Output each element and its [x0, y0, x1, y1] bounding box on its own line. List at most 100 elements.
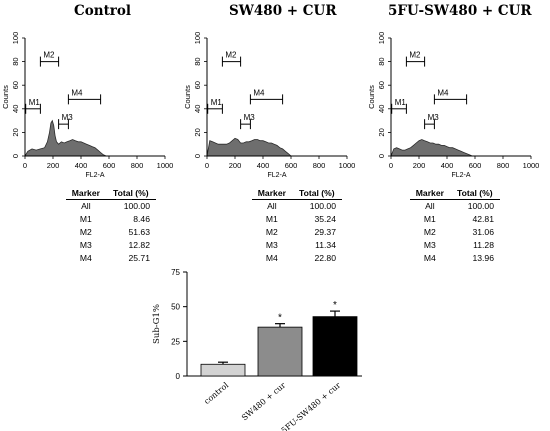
x-tick-label: 400 — [75, 161, 88, 170]
marker-label-m3: M3 — [62, 113, 74, 122]
table-row: M3 11.34 — [252, 239, 342, 252]
histogram-control: 0 200 400 600 800 1000 0 20 40 60 80 100 FL2-A Counts… — [1, 32, 174, 179]
histogram-fill — [24, 119, 107, 157]
table-header-marker: Marker — [252, 188, 292, 200]
table-cell: 12.82 — [128, 240, 150, 250]
x-tick-label: 1000 — [157, 161, 174, 170]
table-row: M2 51.63 — [66, 226, 156, 239]
histogram-sw480-cur: 0 200 400 600 800 1000 0 20 40 60 80 100 FL2-A Counts… — [183, 32, 356, 179]
marker-label-m4: M4 — [253, 88, 265, 97]
marker-label-m3: M3 — [428, 113, 440, 122]
x-tick-label: 400 — [257, 161, 270, 170]
table-cell: 25.71 — [128, 253, 150, 263]
y-tick-label: 40 — [193, 105, 202, 113]
table-row: All 100.00 — [252, 200, 342, 214]
table-header-marker: Marker — [410, 188, 450, 200]
table-cell: M4 — [423, 253, 436, 263]
marker-label-m1: M1 — [29, 98, 41, 107]
table-cell: 42.81 — [472, 214, 494, 224]
table-cell: M3 — [265, 240, 278, 250]
histogram-5fu-sw480-cur: 0 200 400 600 800 1000 0 20 40 60 80 100 FL2-A Counts… — [367, 32, 540, 179]
marker-label-m1: M1 — [395, 98, 407, 107]
marker-label-m1: M1 — [211, 98, 223, 107]
table-cell: 22.80 — [314, 253, 336, 263]
marker-label-m3: M3 — [244, 113, 256, 122]
marker-table-sw480-cur: Marker Total (%) All 100.00 M1 35.24 M2 29.… — [252, 188, 342, 265]
table-cell: M1 — [265, 214, 278, 224]
panel-title-control: Control — [74, 3, 132, 19]
bar-y-tick-label: 75 — [171, 268, 180, 277]
y-tick-label: 80 — [11, 57, 20, 65]
table-cell: 31.06 — [472, 227, 494, 237]
table-row: M4 13.96 — [410, 252, 500, 265]
table-cell: 29.37 — [314, 227, 336, 237]
table-cell: M3 — [79, 240, 92, 250]
bar-category-label: SW480 + cur — [240, 381, 287, 423]
bar-category-label: control — [202, 380, 230, 406]
y-tick-label: 80 — [377, 57, 386, 65]
marker-label-m2: M2 — [225, 51, 237, 60]
y-axis-label: Counts — [1, 85, 10, 109]
table-cell: 11.34 — [315, 240, 336, 250]
x-tick-label: 0 — [389, 161, 393, 170]
marker-label-m2: M2 — [409, 51, 421, 60]
significance-star: * — [278, 313, 282, 324]
x-tick-label: 0 — [205, 161, 209, 170]
table-cell: 100.00 — [309, 201, 336, 211]
y-tick-label: 60 — [11, 81, 20, 89]
table-row: M1 35.24 — [252, 213, 342, 226]
x-tick-label: 600 — [103, 161, 116, 170]
x-tick-label: 1000 — [523, 161, 540, 170]
y-tick-label: 100 — [193, 32, 202, 45]
bar-category-label: 5FU-SW480 + cur — [280, 381, 343, 431]
table-cell: 51.63 — [128, 227, 150, 237]
table-row: All 100.00 — [66, 200, 156, 214]
y-tick-label: 40 — [11, 105, 20, 113]
x-tick-label: 800 — [497, 161, 510, 170]
x-tick-label: 600 — [469, 161, 482, 170]
bar-y-axis-label: Sub-G1% — [152, 304, 162, 344]
panel-title-sw480-cur: SW480 + CUR — [229, 3, 337, 19]
x-tick-label: 1000 — [339, 161, 356, 170]
table-row: M2 29.37 — [252, 226, 342, 239]
table-row: All 100.00 — [410, 200, 500, 214]
x-axis-label: FL2-A — [85, 172, 104, 179]
table-cell: M4 — [79, 253, 92, 263]
table-row: M2 31.06 — [410, 226, 500, 239]
table-cell: M1 — [79, 214, 92, 224]
table-cell: M2 — [265, 227, 278, 237]
table-cell: M4 — [265, 253, 278, 263]
x-tick-label: 400 — [441, 161, 454, 170]
bar-2 — [312, 316, 358, 377]
y-tick-label: 0 — [11, 154, 20, 158]
x-tick-label: 0 — [23, 161, 27, 170]
bar-y-tick-label: 0 — [176, 372, 181, 381]
table-row: M4 22.80 — [252, 252, 342, 265]
x-tick-label: 800 — [313, 161, 326, 170]
bar-y-tick-label: 50 — [171, 303, 180, 312]
y-tick-label: 20 — [193, 128, 202, 136]
y-axis-label: Counts — [183, 85, 192, 109]
table-cell: 13.96 — [472, 253, 494, 263]
table-cell: All — [425, 201, 435, 211]
bar-1 — [257, 326, 303, 377]
table-header-total: Total (%) — [449, 188, 500, 200]
y-tick-label: 40 — [377, 105, 386, 113]
x-axis-label: FL2-A — [451, 172, 470, 179]
y-tick-label: 20 — [377, 128, 386, 136]
table-header-total: Total (%) — [105, 188, 156, 200]
x-tick-label: 800 — [131, 161, 144, 170]
x-tick-label: 600 — [285, 161, 298, 170]
panel-title-5fu-sw480-cur: 5FU-SW480 + CUR — [388, 3, 532, 19]
table-cell: 11.28 — [473, 240, 494, 250]
table-cell: 100.00 — [467, 201, 494, 211]
x-tick-label: 200 — [413, 161, 426, 170]
y-tick-label: 100 — [11, 32, 20, 45]
x-axis-label: FL2-A — [267, 172, 286, 179]
table-row: M1 8.46 — [66, 213, 156, 226]
bar-y-tick-label: 25 — [171, 337, 180, 346]
table-header-marker: Marker — [66, 188, 106, 200]
histogram-fill — [390, 139, 473, 157]
y-tick-label: 60 — [193, 81, 202, 89]
table-row: M3 12.82 — [66, 239, 156, 252]
